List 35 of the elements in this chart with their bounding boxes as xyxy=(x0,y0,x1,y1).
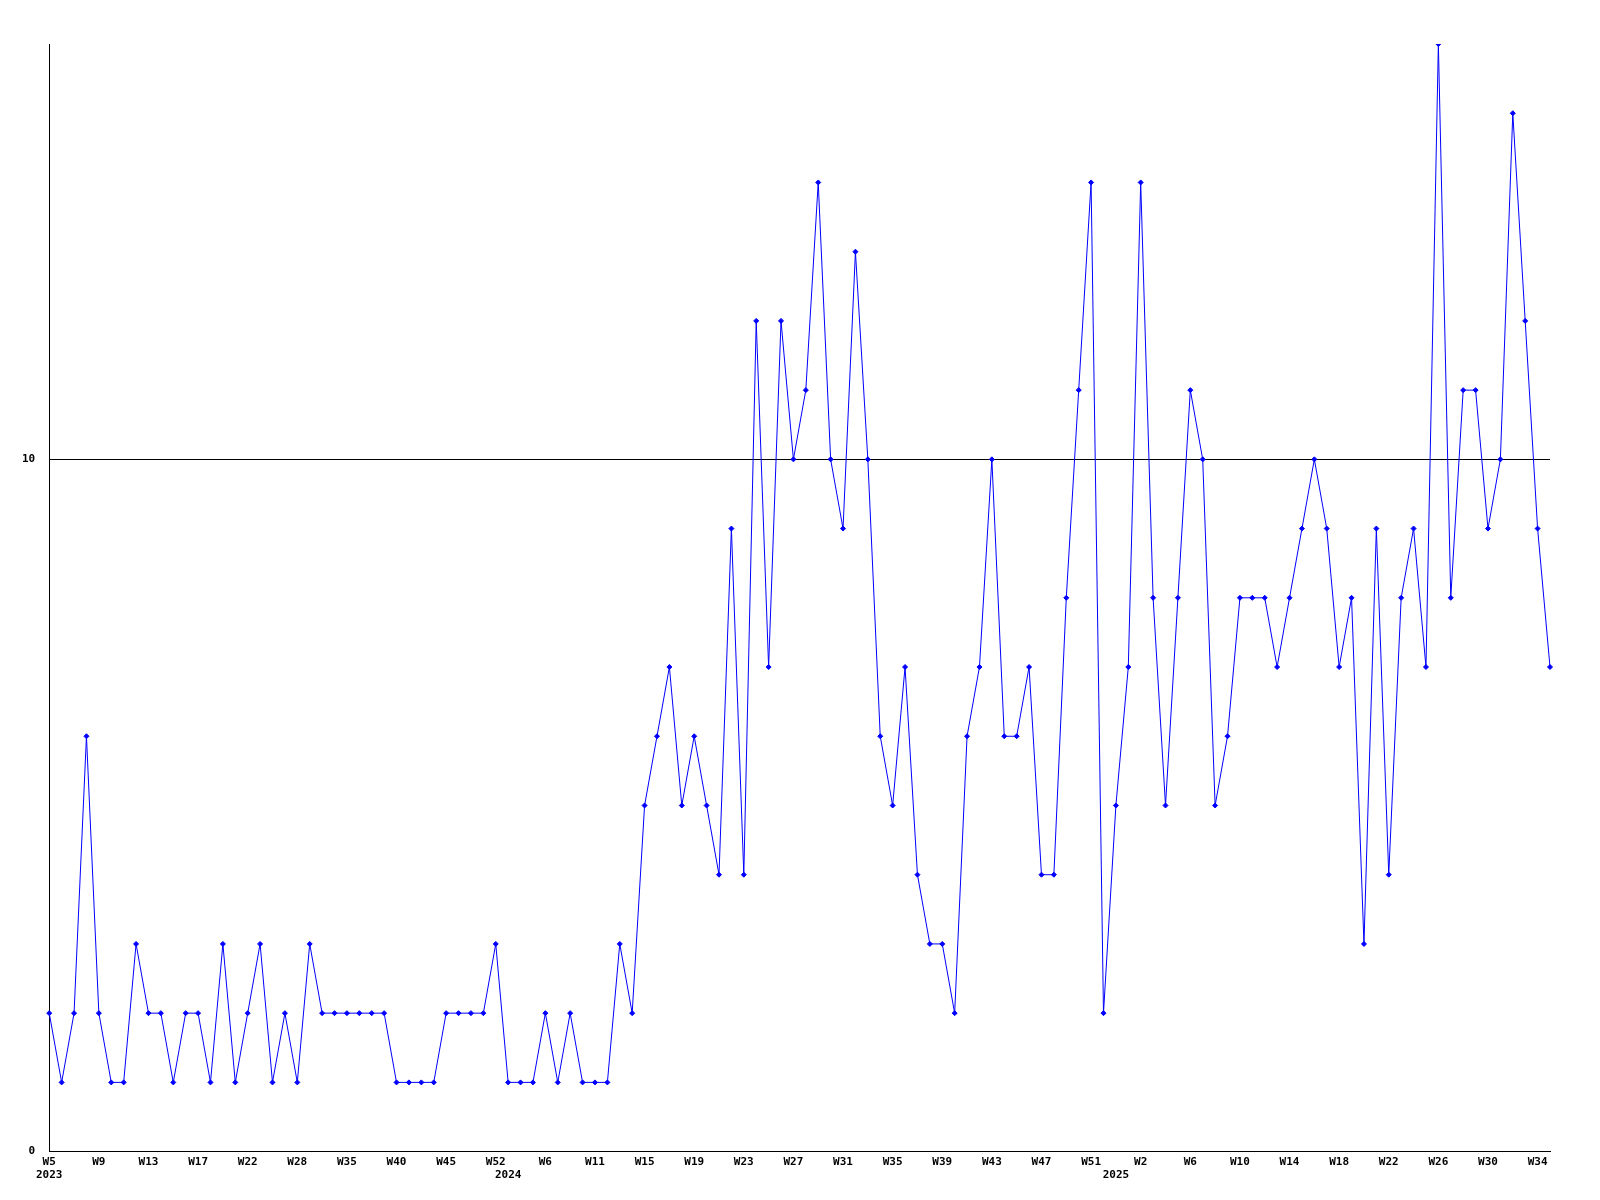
x-tick-label: W27 xyxy=(783,1155,804,1169)
x-tick-label: W14 xyxy=(1279,1155,1300,1169)
x-tick-label: 2025 xyxy=(1102,1168,1130,1182)
x-tick-label: W51 xyxy=(1081,1155,1102,1169)
x-tick-label: W22 xyxy=(237,1155,258,1169)
x-tick-label: W6 xyxy=(538,1155,553,1169)
x-tick-label: W35 xyxy=(336,1155,357,1169)
x-tick-label: W18 xyxy=(1329,1155,1350,1169)
x-tick-label: W34 xyxy=(1527,1155,1548,1169)
x-tick-label: W39 xyxy=(932,1155,953,1169)
x-tick-label: W11 xyxy=(585,1155,606,1169)
x-tick-label: W15 xyxy=(634,1155,655,1169)
x-tick-label: W28 xyxy=(287,1155,308,1169)
y-tick-label: 10 xyxy=(22,452,36,466)
x-tick-label: 2024 xyxy=(494,1168,522,1182)
x-tick-label: W19 xyxy=(684,1155,705,1169)
y-tick-label: 0 xyxy=(28,1144,36,1158)
x-tick-label: W52 xyxy=(485,1155,506,1169)
x-tick-label: W43 xyxy=(981,1155,1002,1169)
x-tick-label: W6 xyxy=(1183,1155,1198,1169)
x-tick-label: W30 xyxy=(1478,1155,1498,1169)
x-tick-label: W35 xyxy=(882,1155,903,1169)
x-tick-label: W26 xyxy=(1428,1155,1449,1169)
x-tick-label: W47 xyxy=(1031,1155,1052,1169)
x-tick-label: W10 xyxy=(1229,1155,1250,1169)
x-tick-label: W2 xyxy=(1134,1155,1148,1169)
x-tick-label: W40 xyxy=(386,1155,407,1169)
x-tick-label: W22 xyxy=(1378,1155,1399,1169)
x-tick-label: W5 2023 xyxy=(36,1155,63,1182)
x-tick-label: W23 xyxy=(733,1155,754,1169)
x-tick-label: W45 xyxy=(436,1155,457,1169)
x-tick-label: W13 xyxy=(138,1155,159,1169)
x-tick-label: W17 xyxy=(188,1155,209,1169)
x-tick-label: W9 xyxy=(92,1155,106,1169)
x-tick-label: W31 xyxy=(833,1155,854,1169)
